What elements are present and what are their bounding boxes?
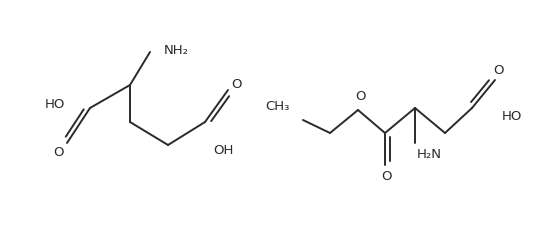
Text: H₂N: H₂N xyxy=(417,149,442,161)
Text: O: O xyxy=(232,77,242,91)
Text: OH: OH xyxy=(213,143,233,157)
Text: O: O xyxy=(494,63,504,77)
Text: O: O xyxy=(54,146,64,160)
Text: O: O xyxy=(355,91,365,103)
Text: NH₂: NH₂ xyxy=(164,44,189,56)
Text: CH₃: CH₃ xyxy=(266,99,290,113)
Text: O: O xyxy=(382,171,392,183)
Text: HO: HO xyxy=(502,110,522,123)
Text: HO: HO xyxy=(45,98,65,110)
